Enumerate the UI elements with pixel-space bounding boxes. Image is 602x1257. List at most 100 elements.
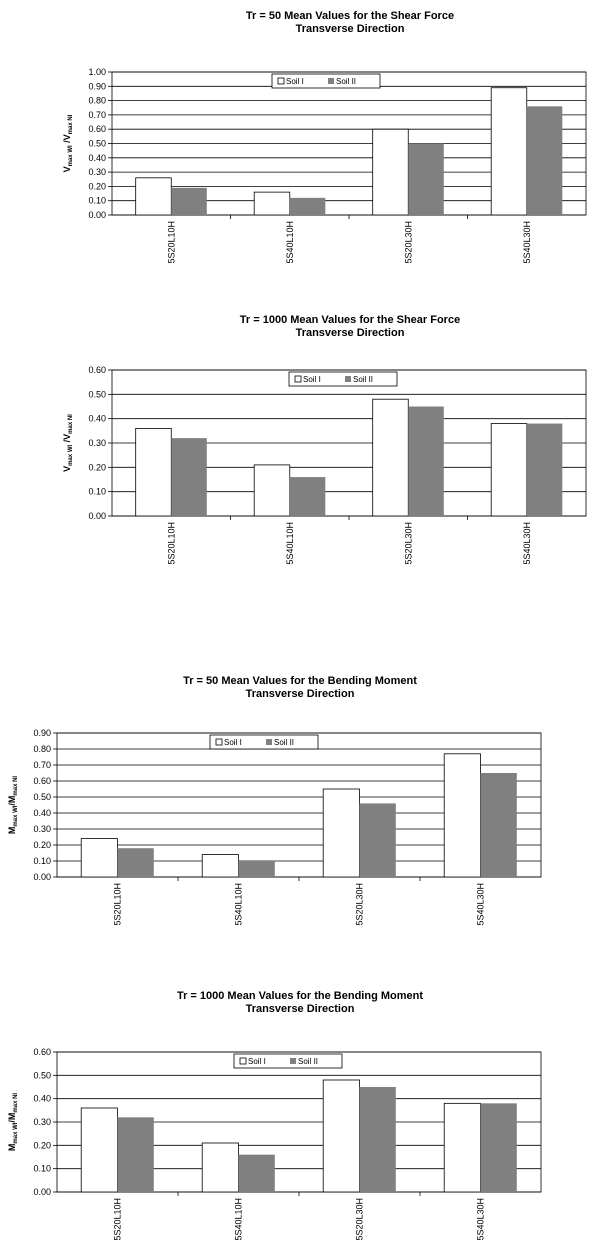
x-category-label: 5S40L10H — [234, 883, 244, 926]
chart-3-title: Tr = 50 Mean Values for the Bending Mome… — [100, 675, 500, 701]
y-tick-label: 0.00 — [33, 1187, 51, 1197]
chart-4-title-line2: Transverse Direction — [245, 1003, 355, 1015]
bar-soil-i — [80, 838, 118, 878]
legend-label-soil-i: Soil I — [224, 738, 242, 747]
chart-1-title: Tr = 50 Mean Values for the Shear Force … — [150, 10, 550, 36]
legend-swatch-soil-i — [239, 1057, 247, 1065]
chart-1: 0.00 0.10 0.20 0.30 0.40 0.50 0.60 0.70 0.80 0.90… — [62, 67, 587, 264]
bar-soil-ii — [480, 1103, 517, 1192]
bar-soil-i — [135, 428, 172, 517]
y-axis-label: Mmax WI/Mmax NI — [7, 776, 19, 835]
bar-soil-i — [372, 398, 409, 517]
x-category-label: 5S20L30H — [403, 522, 413, 565]
legend-label-soil-ii: Soil II — [353, 375, 373, 384]
chart-4-title-line1: Tr = 1000 Mean Values for the Bending Mo… — [176, 990, 424, 1002]
bar-soil-ii — [289, 197, 326, 215]
y-tick-label: 0.70 — [88, 110, 106, 120]
bar-soil-ii — [526, 106, 563, 215]
bar-soil-i — [253, 464, 291, 517]
x-category-label: 5S40L30H — [476, 883, 486, 926]
bar-soil-ii — [171, 438, 207, 516]
legend-label-soil-ii: Soil II — [298, 1057, 318, 1066]
x-category-label: 5S20L10H — [113, 1198, 123, 1241]
y-tick-label: 0.80 — [88, 96, 106, 106]
chart-1-title-line2: Transverse Direction — [295, 23, 405, 35]
legend: Soil I Soil II — [233, 1053, 343, 1069]
y-tick-label: 0.20 — [88, 462, 106, 472]
legend-swatch-soil-i — [215, 738, 223, 746]
bar-soil-ii — [117, 1117, 154, 1192]
legend-swatch-soil-ii — [328, 78, 334, 84]
bar-soil-ii — [171, 187, 207, 215]
legend-label-soil-i: Soil I — [248, 1057, 266, 1066]
bar-soil-ii — [408, 406, 444, 516]
bar-soil-ii — [526, 423, 563, 516]
legend-swatch-soil-i — [294, 375, 302, 383]
bar-soil-ii — [238, 861, 275, 877]
y-tick-label: 0.40 — [88, 414, 106, 424]
chart-1-title-line1: Tr = 50 Mean Values for the Shear Force — [245, 10, 455, 22]
legend: Soil I Soil II — [271, 73, 381, 89]
y-tick-label: 0.90 — [88, 81, 106, 91]
y-tick-label: 0.40 — [33, 808, 51, 818]
bar-soil-i — [490, 423, 528, 517]
legend-swatch-soil-ii — [266, 739, 272, 745]
legend-swatch-soil-i — [277, 77, 285, 85]
x-category-label: 5S40L10H — [285, 522, 295, 565]
x-category-label: 5S40L30H — [522, 522, 532, 565]
bar-soil-i — [135, 177, 172, 216]
x-category-label: 5S20L30H — [355, 1198, 365, 1241]
x-category-label: 5S20L10H — [113, 883, 123, 926]
chart-4: 0.00 0.10 0.20 0.30 0.40 0.50 0.60 5S20L10H 5S40… — [7, 1047, 542, 1241]
x-category-label: 5S20L30H — [403, 221, 413, 264]
bar-soil-ii — [408, 143, 444, 215]
legend-swatch-soil-ii — [290, 1058, 296, 1064]
y-tick-label: 0.50 — [88, 139, 106, 149]
bar-soil-i — [322, 1079, 360, 1193]
x-category-label: 5S40L10H — [285, 221, 295, 264]
chart-3-title-line1: Tr = 50 Mean Values for the Bending Mome… — [183, 675, 417, 687]
y-tick-label: 0.40 — [33, 1094, 51, 1104]
y-tick-label: 0.10 — [33, 1164, 51, 1174]
bar-soil-ii — [480, 773, 517, 877]
y-tick-label: 1.00 — [88, 67, 106, 77]
legend: Soil I Soil II — [209, 734, 319, 750]
x-category-label: 5S20L10H — [166, 221, 176, 264]
y-tick-label: 0.60 — [33, 1047, 51, 1057]
y-tick-label: 0.00 — [88, 210, 106, 220]
bar-soil-ii — [238, 1154, 275, 1192]
y-axis-label: Vmax WI /Vmax NI — [62, 414, 74, 472]
chart-2: 0.00 0.10 0.20 0.30 0.40 0.50 0.60 5S20L10H 5S40… — [62, 365, 587, 565]
bar-soil-ii — [117, 848, 154, 877]
chart-2-title: Tr = 1000 Mean Values for the Shear Forc… — [150, 314, 550, 340]
bar-soil-i — [201, 854, 239, 878]
chart-2-title-line1: Tr = 1000 Mean Values for the Shear Forc… — [239, 314, 461, 326]
y-tick-label: 0.10 — [88, 487, 106, 497]
bar-soil-i — [201, 1142, 239, 1193]
y-tick-label: 0.90 — [33, 728, 51, 738]
y-tick-label: 0.30 — [33, 824, 51, 834]
x-category-label: 5S40L10H — [234, 1198, 244, 1241]
bar-soil-i — [443, 1102, 481, 1193]
y-axis-label: Vmax WI /Vmax NI — [62, 114, 74, 172]
y-tick-label: 0.20 — [33, 840, 51, 850]
y-tick-label: 0.10 — [33, 856, 51, 866]
legend-swatch-soil-ii — [345, 376, 351, 382]
y-tick-label: 0.50 — [88, 389, 106, 399]
y-tick-label: 0.00 — [88, 511, 106, 521]
bar-soil-ii — [359, 803, 396, 877]
y-axis-label: Mmax WI/Mmax NI — [7, 1093, 19, 1152]
bar-soil-i — [443, 753, 481, 878]
legend-label-soil-i: Soil I — [303, 375, 321, 384]
bar-soil-i — [372, 128, 409, 216]
bar-soil-i — [253, 191, 291, 216]
y-tick-label: 0.30 — [88, 167, 106, 177]
bar-soil-i — [490, 87, 528, 216]
chart-3: 0.00 0.10 0.20 0.30 0.40 0.50 0.60 0.70 0.80 0.90… — [7, 728, 542, 926]
y-tick-label: 0.80 — [33, 744, 51, 754]
y-tick-label: 0.50 — [33, 792, 51, 802]
x-category-label: 5S20L30H — [355, 883, 365, 926]
x-category-label: 5S40L30H — [522, 221, 532, 264]
bar-soil-i — [80, 1107, 118, 1193]
x-category-label: 5S40L30H — [476, 1198, 486, 1241]
